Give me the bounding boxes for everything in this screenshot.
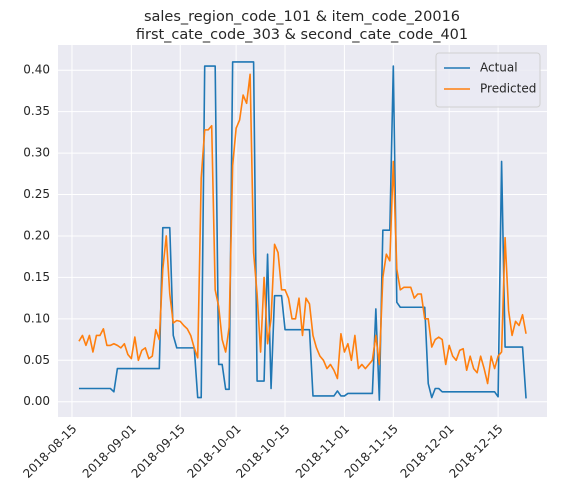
legend-box: [435, 52, 541, 108]
y-tick-label: 0.00: [23, 394, 50, 408]
legend-label: Predicted: [480, 82, 536, 96]
legend: Actual Predicted: [435, 52, 541, 108]
legend-label: Actual: [480, 61, 518, 75]
y-tick-label: 0.10: [23, 311, 50, 325]
y-tick-label: 0.20: [23, 228, 50, 242]
y-tick-label: 0.25: [23, 187, 50, 201]
lines: [78, 61, 527, 401]
chart-title: sales_region_code_101 & item_code_20016: [144, 9, 460, 25]
x-tick-label: 2018-08-15: [20, 422, 79, 481]
series-line: [78, 73, 527, 385]
y-tick-label: 0.05: [23, 353, 50, 367]
y-tick-label: 0.15: [23, 270, 50, 284]
y-tick-label: 0.35: [23, 104, 50, 118]
chart-title: first_cate_code_303 & second_cate_code_4…: [136, 27, 468, 43]
y-tick-label: 0.40: [23, 63, 50, 77]
y-tick-label: 0.30: [23, 146, 50, 160]
